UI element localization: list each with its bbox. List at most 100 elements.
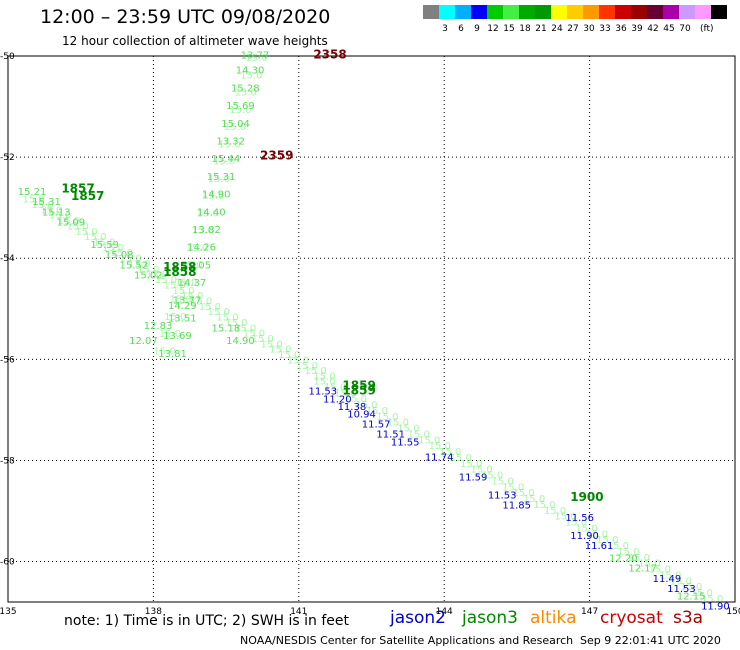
color-swatch — [599, 5, 615, 19]
track-mark: 15.0 — [628, 553, 650, 564]
track-mark: 15.0 — [387, 418, 409, 429]
wave-height-label: 13.77 — [241, 51, 270, 62]
track-mark: 15.0 — [418, 435, 440, 446]
track-mark: 15.0 — [397, 424, 419, 435]
wave-height-label: 14.37 — [178, 278, 207, 289]
color-swatch — [455, 5, 471, 19]
track-mark: 15.0 — [287, 355, 309, 366]
color-swatch — [695, 5, 711, 19]
track-mark: 15.0 — [234, 323, 256, 334]
map-frame — [7, 55, 736, 603]
track-mark: 15.0 — [252, 334, 274, 345]
legend-cryosat: cryosat — [600, 608, 663, 628]
track-mark: 15.0 — [313, 372, 335, 383]
wave-height-label: 13.77 — [173, 296, 202, 307]
color-swatch — [551, 5, 567, 19]
wave-height-label: 12.17 — [628, 564, 657, 575]
color-tick-label: 3 — [442, 24, 448, 34]
track-mark: 15.0 — [523, 494, 545, 505]
track-mark: 15.0 — [565, 518, 587, 529]
legend-s3a: s3a — [673, 608, 704, 628]
track-mark: 15.0 — [40, 205, 62, 216]
track-mark: 15.0 — [586, 529, 608, 540]
longitude-tick-label: 147 — [581, 607, 598, 617]
map-tick-labels: 135 138 141 144 147 150 -50 -52 -54 -56 -58 -60 — [0, 52, 740, 617]
track-mark: 15.0 — [278, 350, 300, 361]
color-tick-label: 27 — [567, 24, 579, 34]
wave-height-label: 11.85 — [502, 500, 531, 511]
track-mark: 15.0 — [208, 307, 230, 318]
longitude-tick-label: 135 — [0, 607, 17, 617]
track-mark: 15.0 — [334, 388, 356, 399]
track-mark: 15.0 — [175, 277, 197, 288]
time-label: 1858 — [163, 265, 196, 279]
color-tick-label: 6 — [458, 24, 464, 34]
wave-height-label: 15.59 — [90, 240, 119, 251]
wave-height-label: 11.20 — [323, 394, 352, 405]
color-tick-label: 21 — [535, 24, 547, 34]
color-swatch — [487, 5, 503, 19]
wave-height-label: 11.49 — [653, 574, 682, 585]
color-swatch — [615, 5, 631, 19]
track-mark: 15.0 — [191, 226, 213, 237]
satellite-tracks: 15.015.015.015.015.015.015.015.015.015.0… — [23, 53, 724, 605]
color-swatch — [647, 5, 663, 19]
color-swatch — [423, 5, 439, 19]
track-mark: 15.0 — [355, 400, 377, 411]
page-title: 12:00 – 23:59 UTC 09/08/2020 — [40, 6, 331, 28]
wave-height-label: 12.15 — [677, 591, 706, 602]
track-mark: 15.0 — [102, 243, 124, 254]
wave-height-label: 14.26 — [187, 243, 216, 254]
color-tick-label: 12 — [487, 24, 499, 34]
wave-height-label: 12.83 — [144, 321, 173, 332]
color-swatch — [631, 5, 647, 19]
track-mark: 15.0 — [216, 313, 238, 324]
wave-height-label: 11.74 — [425, 452, 454, 463]
longitude-tick-label: 150 — [726, 607, 740, 617]
wave-height-label: 13.69 — [163, 331, 192, 342]
track-mark: 15.0 — [366, 406, 388, 417]
track-mark: 15.0 — [190, 296, 212, 307]
wave-height-label: 13.82 — [192, 225, 221, 236]
wave-height-label: 11.53 — [667, 584, 696, 595]
legend-jason2: jason2 — [390, 608, 446, 628]
time-label: 2359 — [260, 149, 293, 163]
color-swatch — [535, 5, 551, 19]
wave-height-label: 11.53 — [308, 387, 337, 398]
track-mark: 15.0 — [296, 361, 318, 372]
track-mark: 15.0 — [691, 588, 713, 599]
track-mark: 15.0 — [243, 329, 265, 340]
legend-jason3: jason3 — [462, 608, 518, 628]
track-mark: 15.0 — [186, 243, 208, 254]
track-mark: 15.0 — [218, 139, 240, 150]
track-mark: 15.0 — [229, 105, 251, 116]
wave-height-label: 13.32 — [216, 136, 245, 147]
track-mark: 15.0 — [180, 260, 202, 271]
track-mark: 15.0 — [111, 248, 133, 259]
track-mark: 15.0 — [164, 312, 186, 323]
time-label: 1900 — [570, 490, 603, 504]
track-mark: 15.0 — [575, 523, 597, 534]
wave-height-label: 10.94 — [347, 409, 376, 420]
track-mark: 15.0 — [58, 216, 80, 227]
color-legend-unit: (ft) — [700, 24, 714, 34]
credit-line: NOAA/NESDIS Center for Satellite Applica… — [240, 634, 574, 647]
track-mark: 15.0 — [544, 506, 566, 517]
track-mark: 15.0 — [670, 576, 692, 587]
track-mark: 15.0 — [638, 559, 660, 570]
track-mark: 15.0 — [225, 318, 247, 329]
wave-height-labels: 13.77 14.30 15.28 15.69 15.04 13.32 15.44 15.31… — [18, 51, 730, 613]
track-mark: 15.0 — [324, 382, 346, 393]
track-mark: 15.0 — [680, 582, 702, 593]
track-mark: 15.0 — [512, 488, 534, 499]
track-mark: 15.0 — [137, 264, 159, 275]
track-mark: 15.0 — [31, 200, 53, 211]
track-mark: 15.0 — [245, 53, 267, 64]
wave-height-label: 15.44 — [212, 154, 241, 165]
track-mark: 15.0 — [502, 482, 524, 493]
wave-height-label: 14.29 — [168, 301, 197, 312]
time-label: 1857 — [71, 189, 104, 203]
track-mark: 15.0 — [481, 471, 503, 482]
